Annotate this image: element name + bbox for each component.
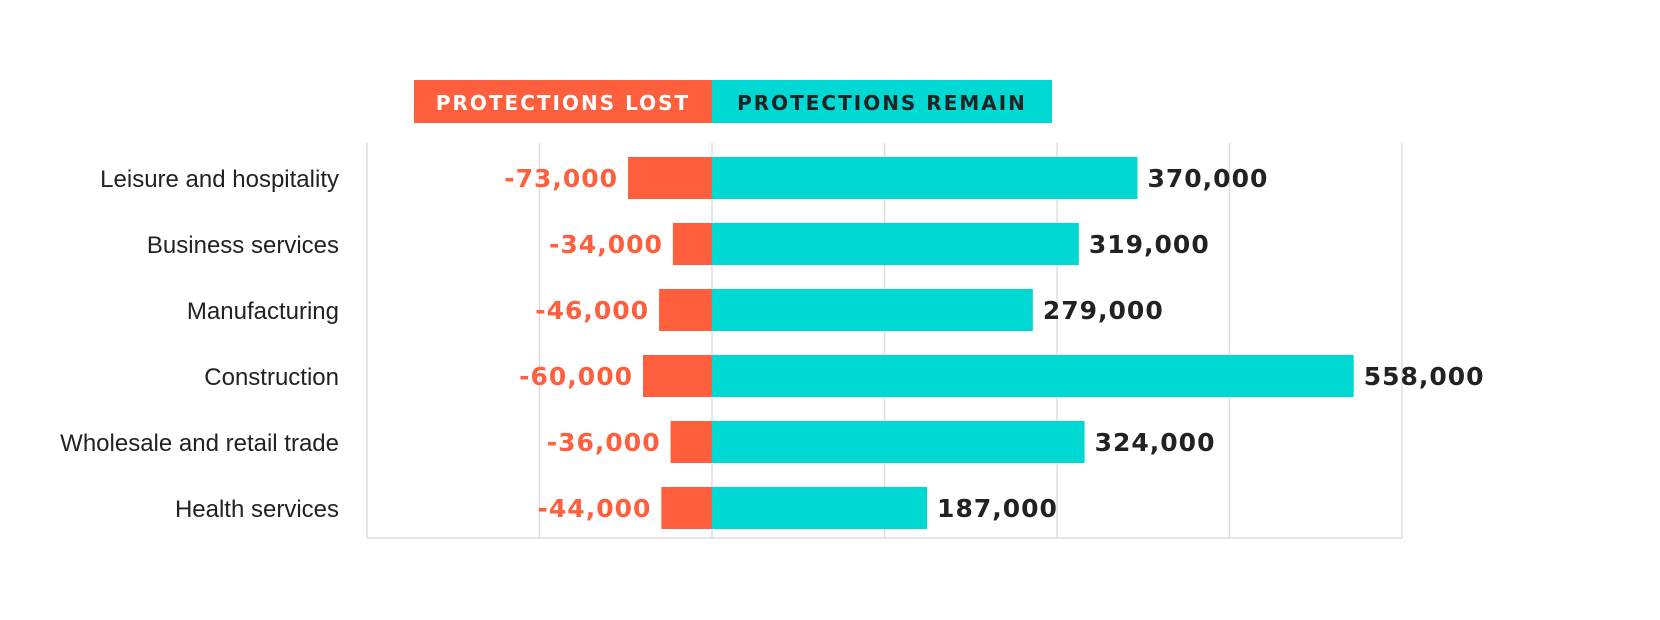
bar-remain-construction: [712, 355, 1354, 397]
value-label-remain-business-services: 319,000: [1089, 230, 1210, 259]
value-label-lost-wholesale-and-retail-trade: -36,000: [547, 428, 661, 457]
bar-remain-health-services: [712, 487, 928, 529]
legend: PROTECTIONS LOST PROTECTIONS REMAIN: [414, 80, 1052, 123]
value-label-remain-construction: 558,000: [1364, 362, 1485, 391]
bar-lost-leisure-and-hospitality: [628, 157, 712, 199]
value-label-remain-health-services: 187,000: [937, 494, 1058, 523]
category-label-wholesale-and-retail-trade: Wholesale and retail trade: [60, 430, 339, 457]
value-label-lost-health-services: -44,000: [538, 494, 652, 523]
gridlines: [366, 143, 1403, 539]
bar-lost-construction: [643, 355, 712, 397]
category-label-construction: Construction: [204, 364, 339, 391]
value-label-lost-construction: -60,000: [519, 362, 633, 391]
legend-lost-swatch: [414, 80, 712, 123]
bar-lost-manufacturing: [659, 289, 712, 331]
bar-lost-health-services: [661, 487, 712, 529]
legend-remain-label: PROTECTIONS REMAIN: [737, 91, 1027, 115]
value-label-remain-leisure-and-hospitality: 370,000: [1148, 164, 1269, 193]
bar-remain-leisure-and-hospitality: [712, 157, 1138, 199]
value-label-remain-manufacturing: 279,000: [1043, 296, 1164, 325]
category-label-leisure-and-hospitality: Leisure and hospitality: [100, 166, 339, 193]
bar-lost-business-services: [672, 223, 712, 265]
category-label-business-services: Business services: [147, 232, 339, 259]
legend-lost-label: PROTECTIONS LOST: [436, 91, 690, 115]
bar-remain-manufacturing: [712, 289, 1033, 331]
value-label-remain-wholesale-and-retail-trade: 324,000: [1095, 428, 1216, 457]
bar-lost-wholesale-and-retail-trade: [670, 421, 712, 463]
labels: Leisure and hospitality -73,000 370,000 Bus…: [60, 164, 1485, 523]
bars: [628, 157, 1354, 529]
bar-remain-wholesale-and-retail-trade: [712, 421, 1085, 463]
bar-remain-business-services: [712, 223, 1079, 265]
legend-remain-swatch: [712, 80, 1052, 123]
value-label-lost-manufacturing: -46,000: [535, 296, 649, 325]
category-label-health-services: Health services: [175, 496, 339, 523]
category-label-manufacturing: Manufacturing: [187, 298, 339, 325]
value-label-lost-leisure-and-hospitality: -73,000: [504, 164, 618, 193]
value-label-lost-business-services: -34,000: [549, 230, 663, 259]
